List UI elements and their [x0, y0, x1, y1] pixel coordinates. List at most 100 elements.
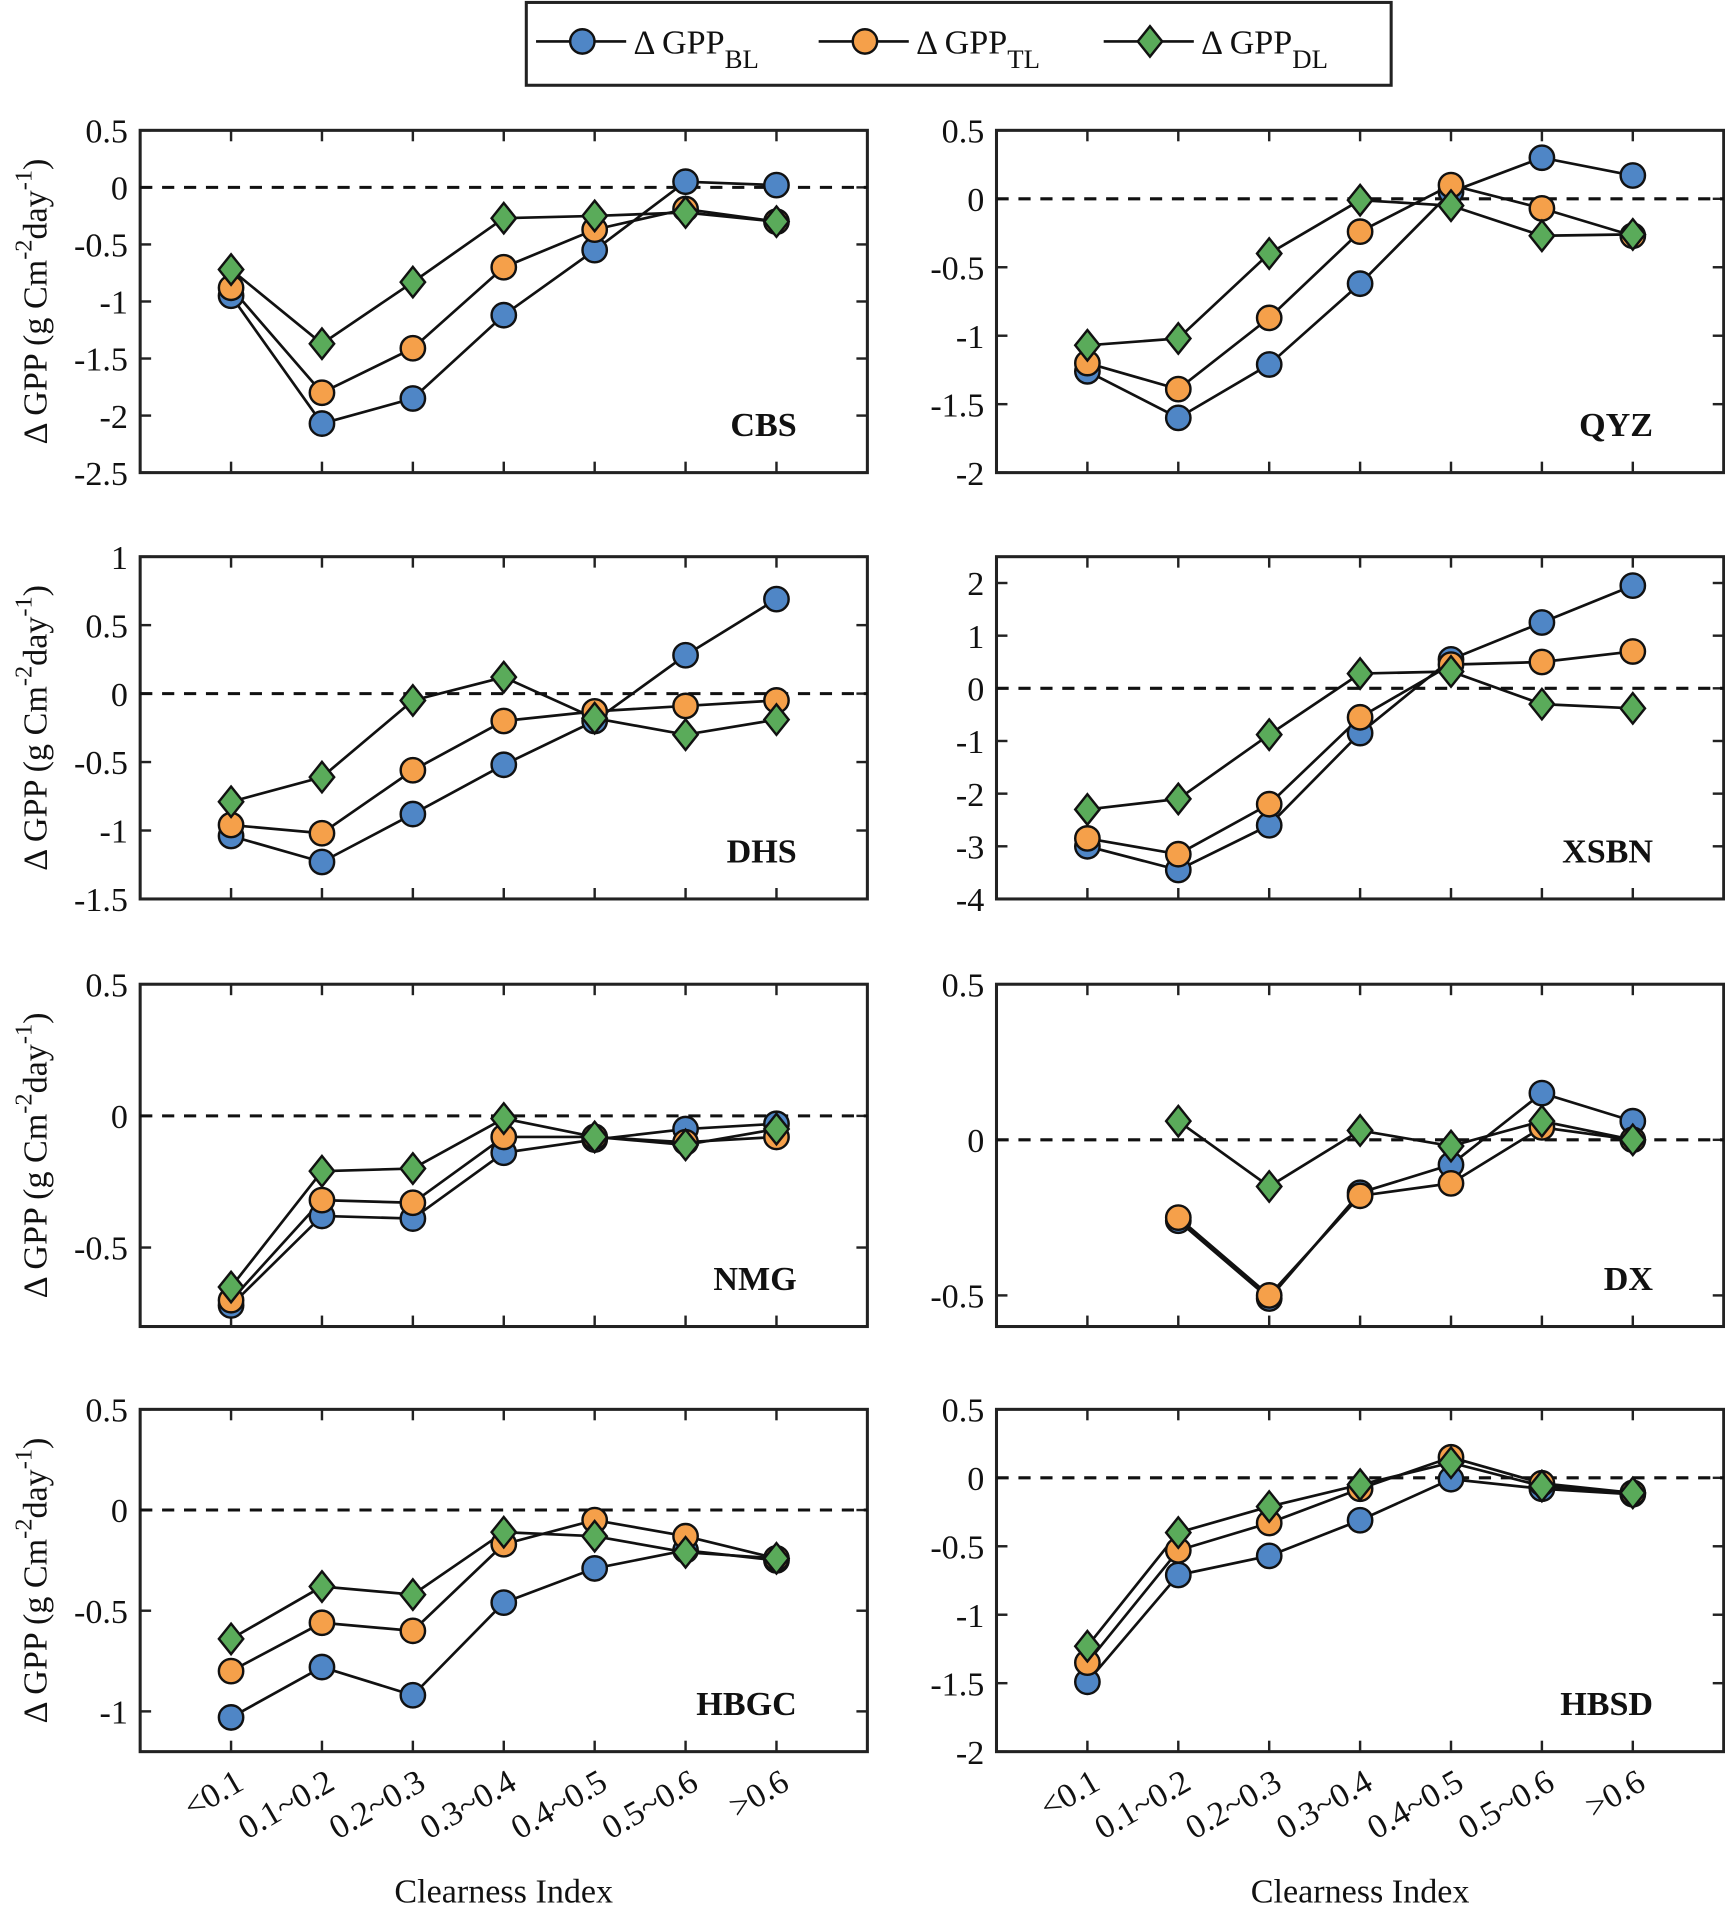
marker: [1619, 572, 1647, 600]
marker: [672, 692, 699, 720]
marker: [1255, 1489, 1283, 1524]
y-tick-label: -1: [956, 1598, 984, 1635]
y-tick-label: 1: [111, 540, 128, 577]
y-axis-label-part: Δ GPP (g Cm: [17, 686, 54, 871]
y-axis-label: Δ GPP (g Cm-2day-1): [11, 1438, 55, 1724]
marker: [308, 1186, 336, 1214]
marker: [399, 334, 427, 362]
x-tick-label: 0.4~0.5: [1361, 1763, 1469, 1847]
x-tick-label: 0.5~0.6: [1452, 1763, 1560, 1847]
x-tick-label: 0.2~0.3: [1180, 1763, 1288, 1847]
y-axis-label-part: Δ GPP (g Cm: [17, 1114, 54, 1299]
marker: [671, 717, 700, 752]
marker: [1073, 825, 1101, 852]
y-tick-label: 1: [967, 619, 984, 656]
y-tick-label: 0: [111, 1099, 128, 1136]
marker: [217, 784, 245, 819]
marker: [1346, 656, 1374, 691]
x-tick-label: 0.1~0.2: [232, 1763, 340, 1847]
series-line: [1177, 1091, 1634, 1301]
marker: [1255, 304, 1283, 332]
marker: [1255, 351, 1283, 378]
y-tick-label: 0.5: [85, 114, 128, 151]
marker: [399, 264, 427, 300]
marker: [1528, 144, 1556, 172]
marker: [399, 1151, 427, 1186]
marker: [1528, 1079, 1556, 1107]
legend-box: [524, 0, 1393, 87]
y-axis-label-part: -2: [11, 1093, 38, 1113]
marker: [1437, 1169, 1465, 1197]
marker: [1346, 703, 1374, 731]
marker: [308, 848, 336, 876]
marker: [1255, 1542, 1283, 1570]
marker: [1528, 609, 1556, 636]
series-line: [1177, 1119, 1634, 1189]
marker: [763, 585, 790, 613]
x-axis-label: Clearness Index: [1251, 1874, 1470, 1910]
y-tick-label: -2: [956, 777, 984, 814]
x-tick-label: >0.6: [723, 1763, 795, 1826]
marker: [580, 701, 609, 736]
legend-subscript: TL: [1007, 44, 1040, 74]
marker: [1255, 790, 1283, 818]
marker: [1619, 638, 1647, 665]
y-axis-label-part: Δ GPP (g Cm: [17, 260, 54, 445]
x-tick-label: 0.1~0.2: [1089, 1763, 1197, 1847]
y-tick-label: -2: [956, 456, 984, 493]
y-tick-label: -0.5: [930, 250, 984, 287]
y-tick-label: -1.5: [930, 1666, 984, 1703]
marker: [1255, 1282, 1283, 1309]
y-tick-label: 0: [967, 672, 984, 709]
y-axis-label-part: -1: [11, 1449, 38, 1469]
marker: [399, 683, 427, 718]
y-tick-label: 0: [967, 182, 984, 219]
series-line: [1177, 1125, 1633, 1298]
marker: [762, 1111, 791, 1147]
legend-prefix: Δ GPP: [1201, 25, 1292, 62]
x-tick-label: 0.5~0.6: [596, 1763, 704, 1847]
marker: [1437, 654, 1465, 689]
marker: [308, 379, 336, 407]
legend-subscript: BL: [725, 44, 759, 74]
y-tick-label: -1: [956, 319, 984, 356]
y-tick-label: -1: [100, 1695, 128, 1732]
site-label: HBSD: [1560, 1686, 1653, 1723]
marker: [1164, 1561, 1192, 1589]
marker: [399, 1681, 427, 1709]
y-tick-label: 0.5: [85, 1393, 128, 1430]
marker: [1528, 686, 1556, 722]
marker: [308, 1569, 336, 1604]
x-tick-label: 0.3~0.4: [1270, 1763, 1378, 1847]
x-tick-label: 0.4~0.5: [505, 1763, 613, 1847]
x-tick-label: 0.3~0.4: [414, 1763, 522, 1847]
y-tick-label: 0: [967, 1123, 984, 1160]
marker: [399, 1577, 427, 1612]
marker: [1619, 162, 1647, 189]
marker: [217, 1269, 245, 1305]
legend-label: Δ GPPBL: [633, 25, 758, 75]
marker: [1164, 404, 1192, 432]
y-tick-label: -2: [956, 1735, 984, 1772]
marker: [308, 1154, 336, 1189]
marker: [1528, 218, 1556, 253]
marker: [1528, 648, 1556, 676]
y-axis-label-part: Δ GPP (g Cm: [17, 1539, 54, 1724]
site-label: DX: [1604, 1261, 1654, 1298]
marker: [308, 410, 336, 437]
marker: [1619, 1475, 1647, 1511]
series-line: [230, 207, 777, 395]
y-axis-label-part: day: [17, 617, 54, 666]
x-tick-label: >0.6: [1579, 1763, 1651, 1826]
y-axis-label-part: ): [17, 585, 54, 596]
marker: [851, 28, 879, 55]
marker: [1164, 1204, 1192, 1232]
y-tick-label: -4: [956, 882, 984, 919]
marker: [672, 168, 699, 196]
marker: [1528, 194, 1556, 222]
y-tick-label: 0.5: [85, 608, 128, 645]
marker: [1437, 1128, 1465, 1164]
marker: [490, 659, 518, 695]
y-tick-label: 0.5: [942, 1393, 985, 1430]
y-axis-label-part: ): [17, 159, 54, 170]
